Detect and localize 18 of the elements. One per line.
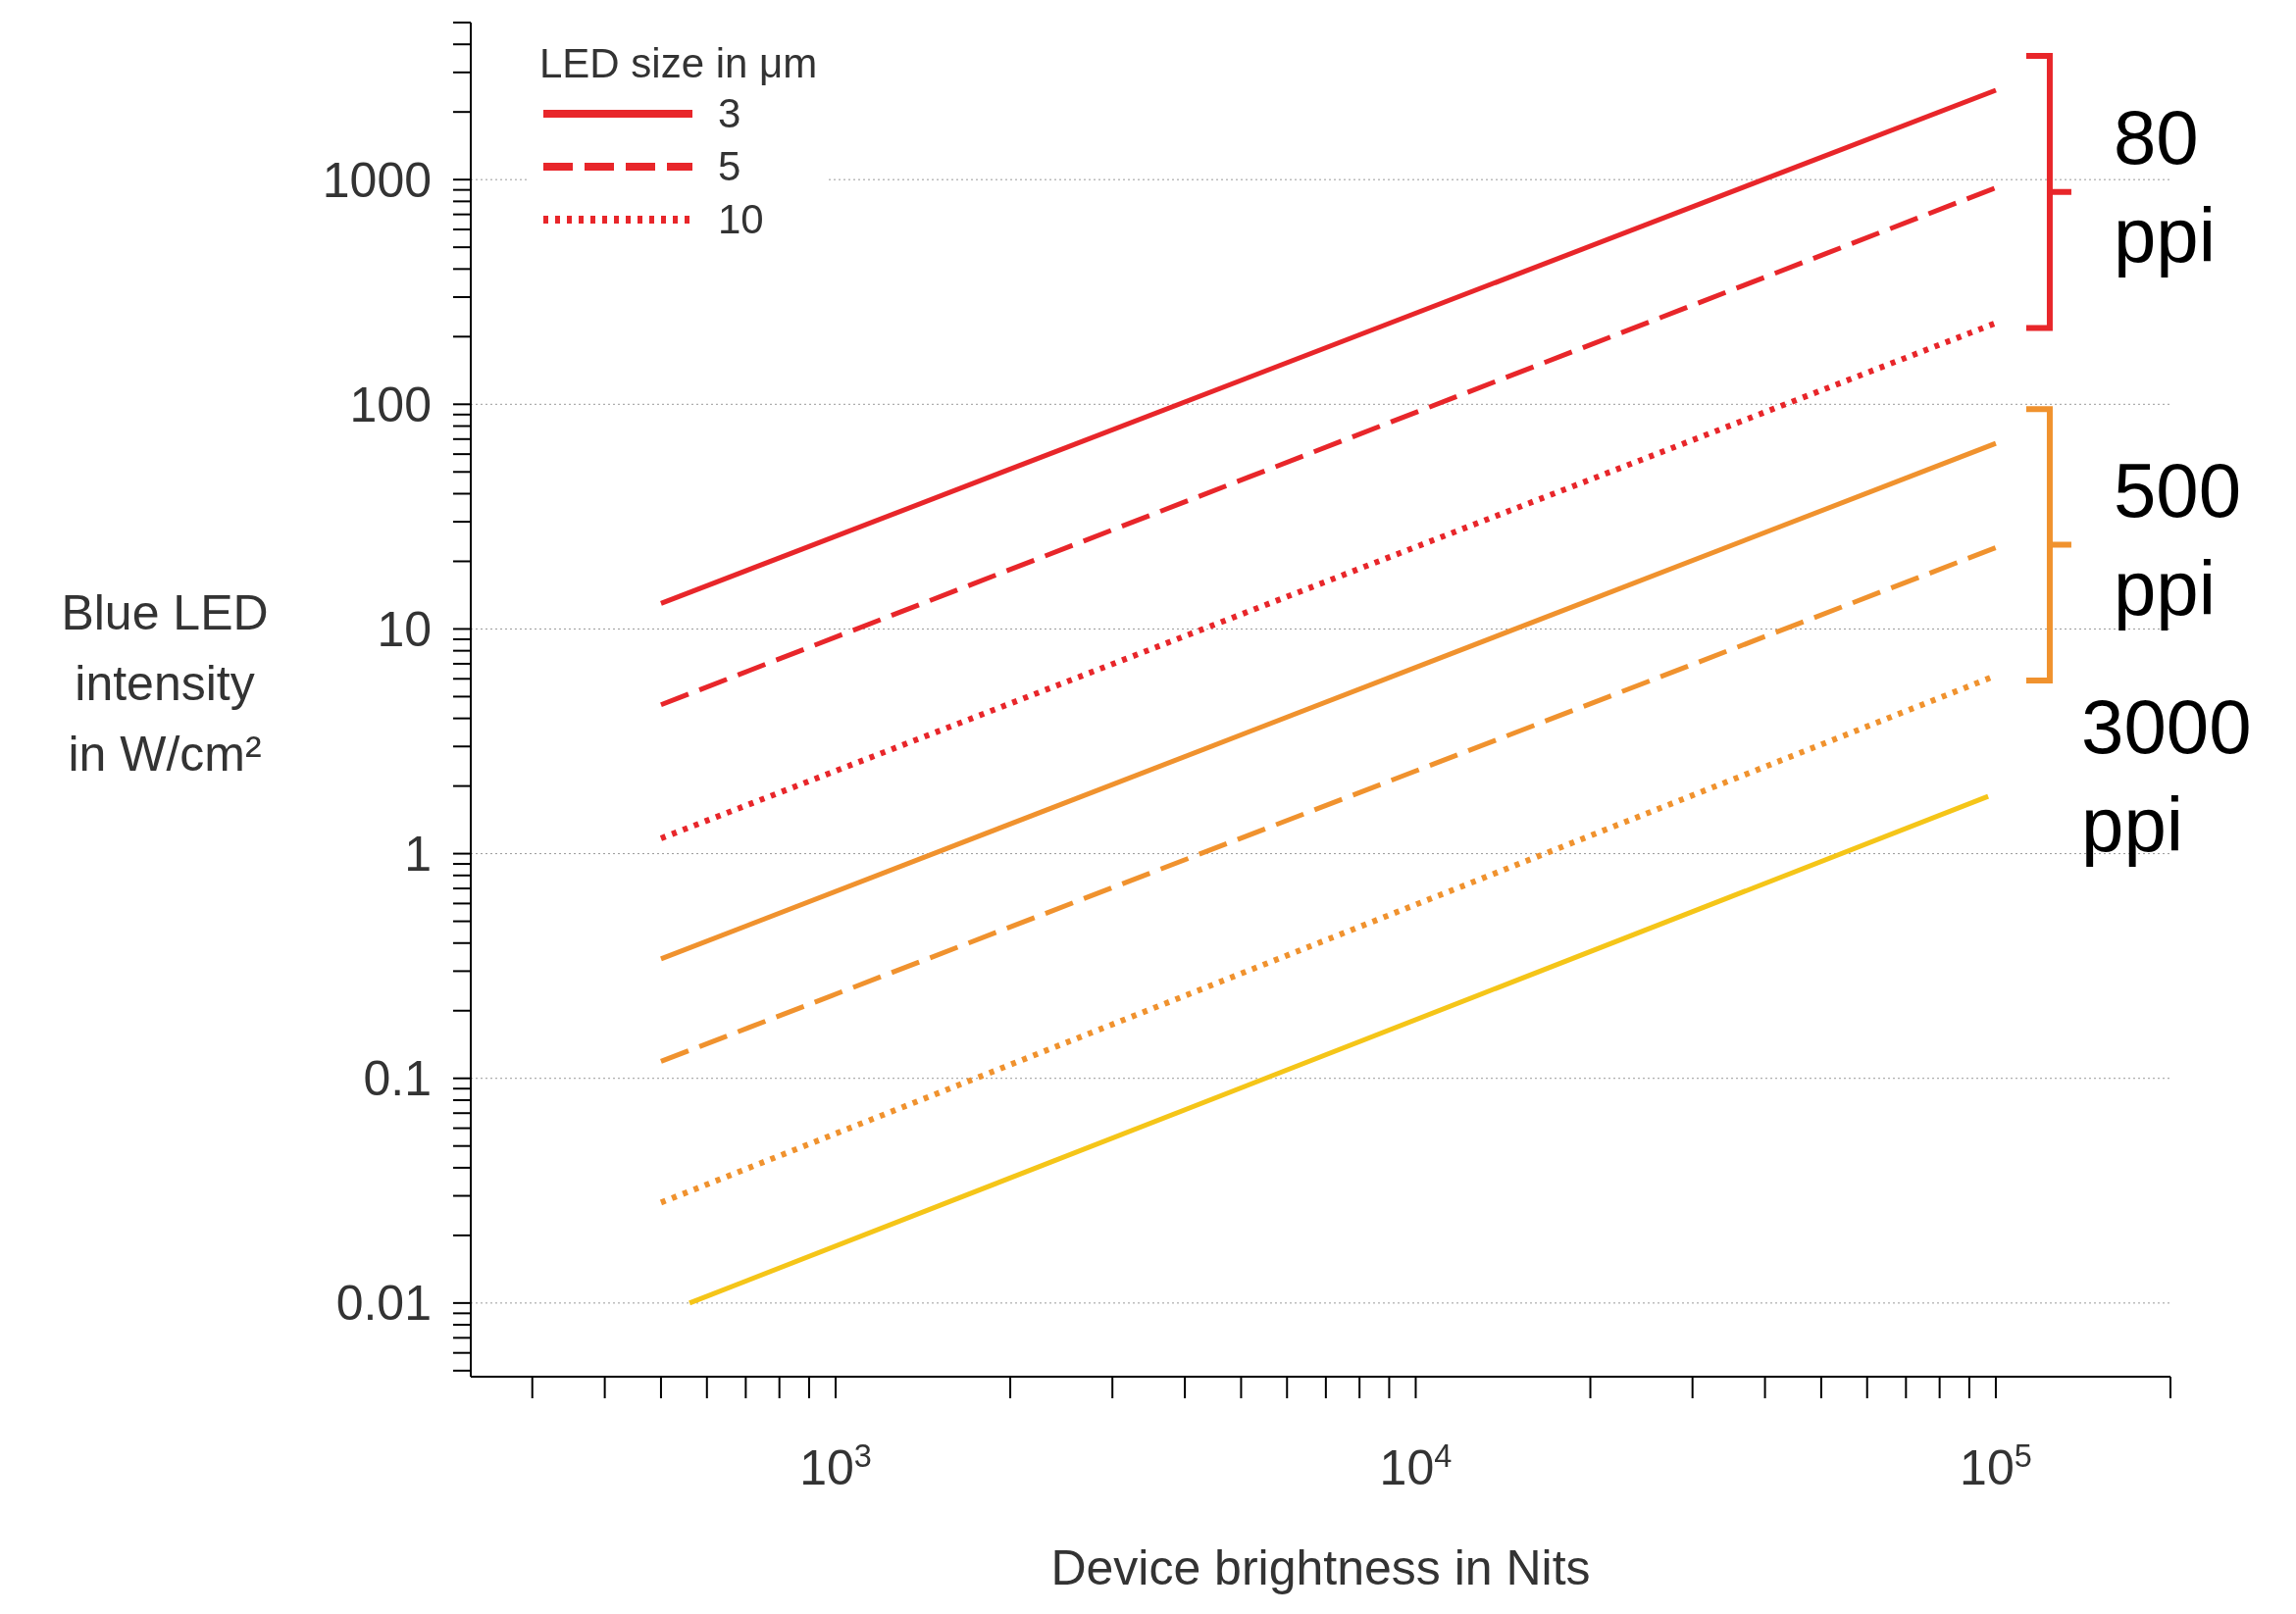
x-tick-label: 10$^{3}$ bbox=[799, 1438, 872, 1495]
legend-label: 10 bbox=[718, 195, 764, 244]
y-tick-label: 0.1 bbox=[363, 1051, 432, 1107]
x-tick-label: 10$^{5}$ bbox=[1960, 1438, 2032, 1495]
annotation: 3000 ppi bbox=[2081, 682, 2252, 868]
legend-title: LED size in μm bbox=[539, 40, 818, 87]
y-tick-label: 1 bbox=[404, 827, 432, 883]
y-tick-label: 10 bbox=[377, 601, 432, 657]
y-tick-label: 100 bbox=[349, 377, 432, 432]
legend-label: 3 bbox=[718, 89, 741, 138]
y-axis-title: Blue LED intensity in W/cm² bbox=[61, 584, 269, 782]
y-tick-label: 0.01 bbox=[335, 1276, 432, 1332]
x-axis-title: Device brightness in Nits bbox=[1050, 1540, 1591, 1595]
x-tick-label: 10$^{4}$ bbox=[1379, 1438, 1453, 1495]
annotation: 80 ppi bbox=[2113, 93, 2217, 278]
legend-label: 5 bbox=[718, 142, 741, 191]
y-tick-label: 1000 bbox=[322, 152, 432, 208]
annotation: 500 ppi bbox=[2113, 446, 2242, 631]
